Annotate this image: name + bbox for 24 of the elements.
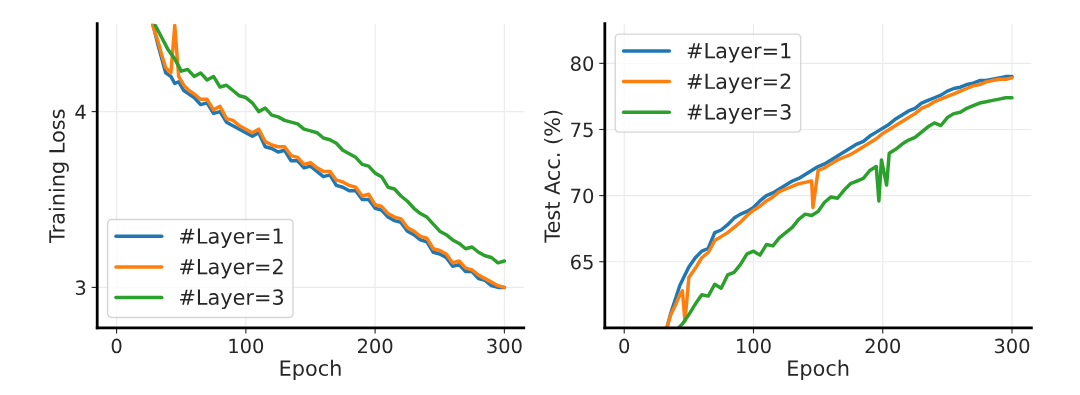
x-tick-label: 100 — [229, 338, 264, 354]
y-tick-label: 65 — [571, 254, 593, 270]
legend-label: #Layer=3 — [687, 103, 791, 124]
legend-label: #Layer=3 — [180, 289, 284, 310]
legend-label: #Layer=1 — [180, 228, 283, 248]
y-tick-label: 70 — [571, 188, 594, 204]
x-axis-title: Epoch — [280, 359, 341, 381]
x-tick-label: 0 — [619, 338, 630, 354]
y-tick-label: 80 — [570, 56, 594, 72]
x-tick-label: 0 — [111, 338, 122, 354]
y-axis-title: Test Acc. (%) — [543, 110, 563, 243]
legend-label: #Layer=2 — [180, 258, 283, 279]
legend-label: #Layer=2 — [687, 73, 791, 94]
x-axis-title: Epoch — [788, 359, 849, 381]
x-tick-label: 300 — [487, 338, 522, 354]
x-tick-label: 300 — [994, 338, 1030, 354]
y-tick-label: 75 — [571, 122, 593, 138]
y-axis-title: Training Loss — [48, 109, 69, 244]
x-tick-label: 100 — [737, 338, 771, 354]
legend-label: #Layer=1 — [687, 43, 791, 63]
x-tick-label: 200 — [357, 338, 393, 354]
x-tick-label: 200 — [865, 338, 901, 354]
y-tick-label: 4 — [75, 104, 86, 119]
y-tick-label: 3 — [75, 280, 86, 296]
